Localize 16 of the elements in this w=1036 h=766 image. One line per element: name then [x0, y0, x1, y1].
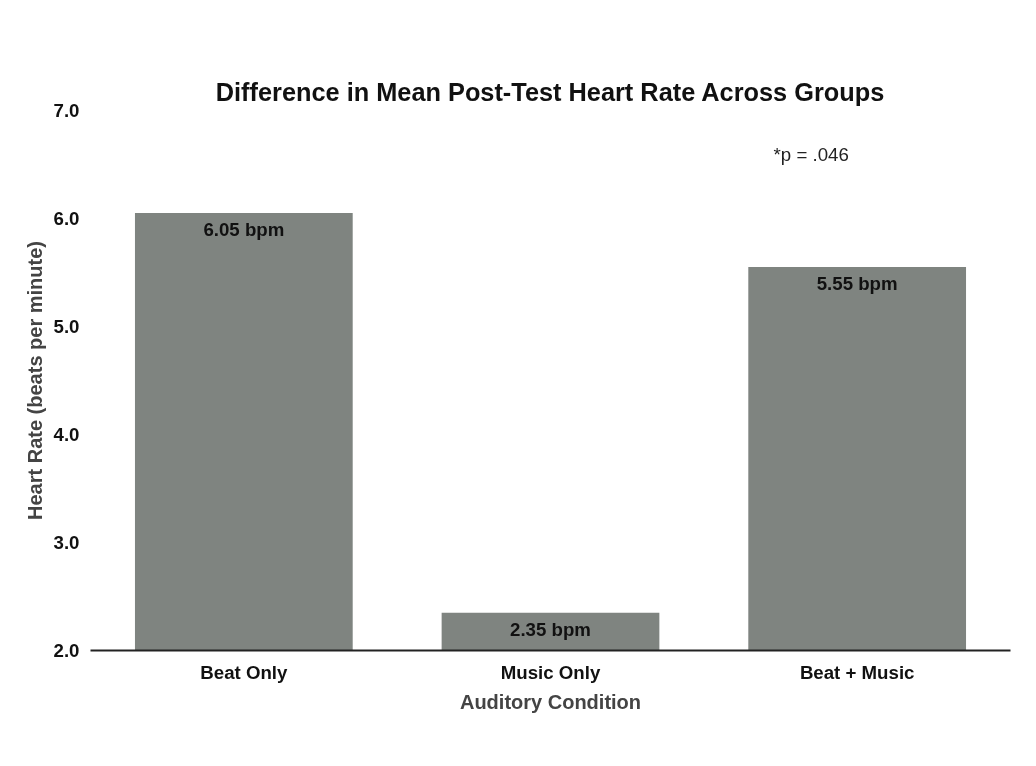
- y-tick-label: 2.0: [53, 640, 80, 661]
- y-axis-title: Heart Rate (beats per minute): [23, 241, 46, 520]
- y-tick-label: 7.0: [53, 100, 80, 121]
- data-label: 5.55 bpm: [816, 273, 898, 295]
- y-tick-label: 6.0: [53, 208, 80, 229]
- data-label: 2.35 bpm: [510, 618, 591, 640]
- x-tick-label: Music Only: [500, 661, 601, 683]
- y-tick-label: 3.0: [53, 532, 80, 553]
- data-label: 6.05 bpm: [203, 219, 285, 241]
- x-tick-label: Beat Only: [200, 661, 288, 683]
- annotation: *p = .046: [773, 143, 849, 165]
- x-tick-label: Beat + Music: [799, 661, 915, 683]
- y-tick-label: 4.0: [53, 424, 80, 445]
- y-tick-label: 5.0: [53, 316, 80, 337]
- x-axis-title: Auditory Condition: [459, 690, 642, 713]
- chart-title: Difference in Mean Post-Test Heart Rate Across Groups: [215, 77, 885, 106]
